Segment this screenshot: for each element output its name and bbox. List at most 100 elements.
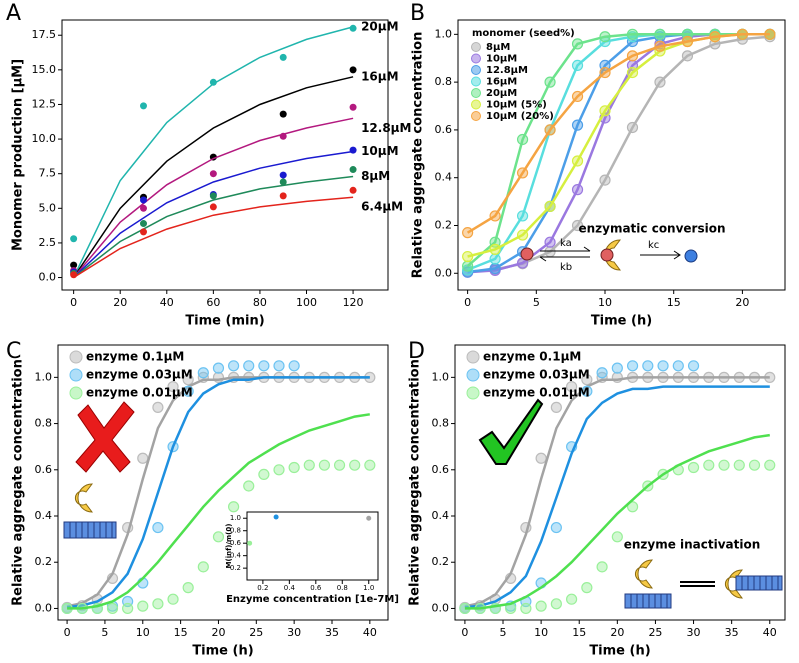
data-point bbox=[227, 501, 240, 513]
x-axis-label: Time (h) bbox=[591, 314, 652, 329]
panel: A 0 20 40 60 80 100 120 0.0 2.5 5.0 7.5 10.0 12.5 15.0… bbox=[6, 1, 411, 329]
legend: monomer (seed%)8μM10μM12.8μM16μM20μM10μM… bbox=[471, 28, 575, 122]
x-tick-label: 0.8 bbox=[337, 584, 348, 592]
legend-marker bbox=[471, 111, 481, 121]
y-tick-label: 0.6 bbox=[35, 463, 53, 476]
series-label: 16μM bbox=[361, 69, 398, 83]
data-point bbox=[550, 598, 562, 610]
y-tick-label: 0.6 bbox=[432, 463, 450, 476]
fit-line bbox=[72, 76, 354, 278]
x-tick-label: 15 bbox=[667, 296, 681, 309]
data-point bbox=[243, 480, 255, 492]
y-tick-label: 0.4 bbox=[230, 552, 242, 560]
y-axis-label: Relative aggregate concentration bbox=[411, 32, 426, 279]
data-point bbox=[273, 514, 279, 520]
y-tick-label: 0.8 bbox=[230, 527, 241, 535]
data-point bbox=[209, 203, 217, 211]
legend-marker bbox=[466, 386, 480, 400]
y-tick-label: 0.4 bbox=[35, 509, 53, 522]
y-tick-label: 0.2 bbox=[230, 564, 241, 572]
x-axis-label: Time (h) bbox=[589, 644, 650, 659]
data-point bbox=[288, 360, 300, 372]
x-tick-label: 40 bbox=[363, 626, 377, 639]
legend: enzyme 0.1μM enzyme 0.03μM enzyme 0.01μM bbox=[69, 350, 193, 400]
x-tick-label: 0 bbox=[461, 626, 468, 639]
y-axis-label: Monomer production [μM] bbox=[11, 59, 26, 251]
x-tick-label: 1.0 bbox=[363, 584, 374, 592]
data-point bbox=[209, 78, 217, 86]
y-tick-label: 0.8 bbox=[35, 417, 53, 430]
x-tick-label: 35 bbox=[725, 626, 739, 639]
y-tick-label: 0.0 bbox=[432, 601, 450, 614]
data-point bbox=[566, 593, 578, 605]
y-tick-label: 0.8 bbox=[435, 75, 453, 88]
x-tick-label: 15 bbox=[572, 626, 586, 639]
data-point bbox=[167, 593, 179, 605]
data-point bbox=[550, 521, 562, 534]
panel: D 0 5 10 15 20 25 30 35 40 0.0 0.2 0.4 0.6 0.8 1.0 Time … bbox=[408, 339, 786, 659]
legend-label: 12.8μM bbox=[486, 65, 528, 76]
legend-marker bbox=[69, 386, 83, 400]
data-point bbox=[596, 367, 608, 379]
x-tick-label: 5 bbox=[101, 626, 108, 639]
panel: 0.2 0.4 0.6 0.8 1.0 0.2 0.4 0.6 0.8 1.0 Enzyme con… bbox=[225, 511, 399, 605]
data-point bbox=[152, 401, 164, 413]
y-tick-label: 0.2 bbox=[432, 555, 450, 568]
x-tick-label: 10 bbox=[136, 626, 150, 639]
x-tick-label: 0 bbox=[70, 296, 77, 309]
legend-label: 10μM (20%) bbox=[486, 111, 554, 122]
rate-label: kc bbox=[648, 240, 659, 251]
rate-label: ka bbox=[560, 238, 572, 249]
x-tick-label: 25 bbox=[648, 626, 662, 639]
y-tick-label: 0.2 bbox=[435, 218, 453, 231]
data-point bbox=[748, 459, 761, 471]
x-tick-label: 10 bbox=[534, 626, 548, 639]
legend-marker bbox=[471, 76, 481, 87]
legend-marker bbox=[471, 53, 481, 64]
series-label: 6.4μM bbox=[361, 200, 403, 214]
data-point bbox=[273, 464, 285, 476]
y-tick-label: 10.0 bbox=[32, 132, 57, 145]
legend-marker bbox=[466, 350, 480, 364]
series-label: 8μM bbox=[361, 169, 390, 183]
data-point bbox=[152, 521, 164, 534]
y-tick-label: 0.6 bbox=[435, 123, 453, 136]
data-point bbox=[349, 66, 357, 74]
data-point bbox=[672, 360, 684, 372]
series-label: 10μM bbox=[361, 144, 398, 158]
y-tick-label: 0.0 bbox=[435, 266, 453, 279]
x-tick-label: 40 bbox=[160, 296, 174, 309]
data-point bbox=[550, 401, 562, 413]
data-point bbox=[520, 602, 532, 615]
data-point bbox=[318, 459, 331, 471]
legend-label: enzyme 0.1μM bbox=[86, 350, 184, 364]
legend-marker bbox=[466, 368, 480, 382]
data-point bbox=[258, 360, 270, 372]
data-point bbox=[581, 374, 593, 386]
data-point bbox=[733, 459, 745, 471]
x-tick-label: 60 bbox=[206, 296, 220, 309]
data-point bbox=[687, 461, 700, 474]
legend-marker bbox=[69, 350, 83, 364]
data-point bbox=[197, 367, 209, 379]
y-tick-label: 1.0 bbox=[230, 514, 241, 522]
data-point bbox=[303, 459, 315, 471]
legend-label: enzyme 0.03μM bbox=[483, 368, 590, 382]
fit-line bbox=[73, 117, 354, 278]
x-tick-label: 5 bbox=[533, 296, 540, 309]
legend-label: enzyme 0.01μM bbox=[86, 386, 193, 400]
data-point bbox=[209, 170, 217, 178]
data-point bbox=[657, 360, 669, 372]
legend: enzyme 0.1μM enzyme 0.03μM enzyme 0.01μM bbox=[466, 350, 590, 400]
data-point bbox=[70, 261, 78, 269]
legend-title: monomer (seed%) bbox=[472, 28, 575, 39]
annotation: enzymatic conversion bbox=[578, 222, 725, 236]
data-point bbox=[140, 102, 147, 110]
data-point bbox=[243, 360, 255, 372]
y-axis-label: M(inf)/m(0) bbox=[225, 524, 233, 569]
legend-marker bbox=[471, 65, 481, 75]
x-tick-label: 80 bbox=[253, 296, 267, 309]
data-point bbox=[279, 110, 287, 118]
data-point bbox=[140, 204, 147, 212]
